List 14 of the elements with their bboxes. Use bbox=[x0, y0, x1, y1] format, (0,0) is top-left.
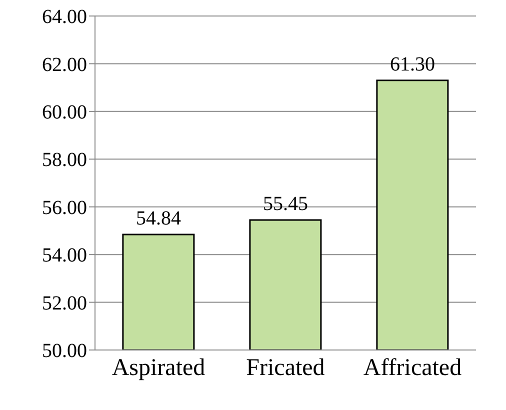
y-tick-label: 62.00 bbox=[42, 54, 87, 76]
x-tick-label: Affricated bbox=[363, 355, 462, 382]
y-tick-label: 54.00 bbox=[42, 244, 87, 267]
y-tick-label: 50.00 bbox=[42, 340, 87, 362]
data-label: 55.45 bbox=[262, 192, 308, 215]
x-tick-label: Aspirated bbox=[112, 355, 206, 382]
data-label: 54.84 bbox=[136, 208, 181, 230]
y-tick-label: 64.00 bbox=[42, 6, 87, 28]
y-tick-label: 60.00 bbox=[42, 102, 87, 124]
x-tick-label: Fricated bbox=[246, 355, 325, 382]
y-tick-label: 58.00 bbox=[42, 149, 87, 172]
y-tick-label: 56.00 bbox=[42, 196, 87, 219]
data-label: 61.30 bbox=[390, 53, 435, 76]
y-tick-label: 52.00 bbox=[42, 292, 87, 314]
